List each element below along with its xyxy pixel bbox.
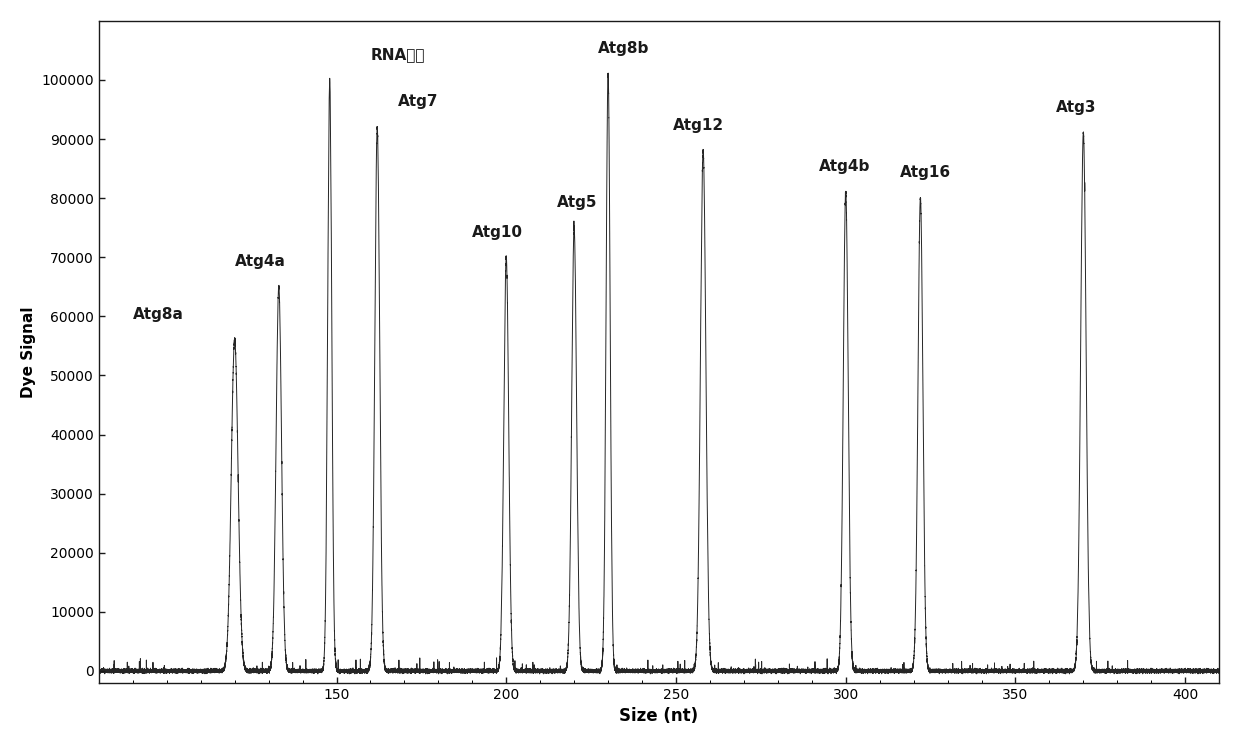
Text: Atg3: Atg3 <box>1056 101 1096 116</box>
Text: Atg12: Atg12 <box>672 118 724 133</box>
Text: Atg4b: Atg4b <box>818 160 870 175</box>
Text: Atg8b: Atg8b <box>598 41 650 56</box>
Text: Atg8a: Atg8a <box>133 307 184 322</box>
X-axis label: Size (nt): Size (nt) <box>620 707 698 725</box>
Text: Atg5: Atg5 <box>557 195 598 210</box>
Text: Atg10: Atg10 <box>472 225 523 239</box>
Y-axis label: Dye Signal: Dye Signal <box>21 306 36 398</box>
Text: Atg7: Atg7 <box>398 95 438 110</box>
Text: Atg4a: Atg4a <box>234 254 285 269</box>
Text: RNA内参: RNA内参 <box>371 47 425 62</box>
Text: Atg16: Atg16 <box>900 166 951 181</box>
